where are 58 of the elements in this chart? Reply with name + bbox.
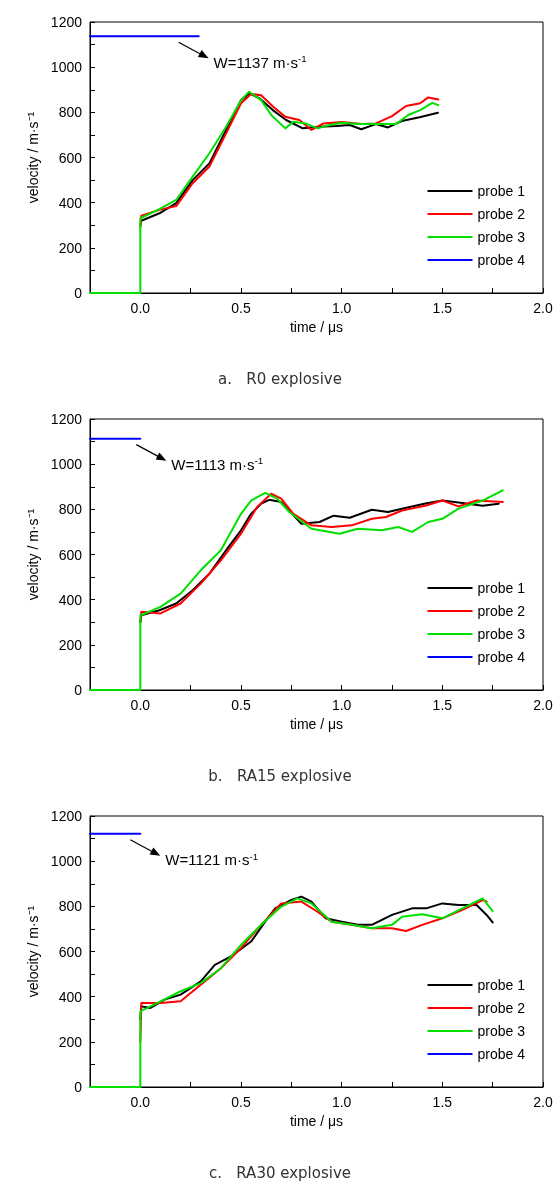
legend-label: probe 3 [477, 1023, 526, 1039]
x-tick-label: 2.0 [533, 697, 553, 713]
text: a. R0 explosive [218, 369, 342, 388]
x-tick-label: 1.0 [331, 697, 352, 713]
y-tick-label: 0 [74, 682, 83, 698]
x-tick-label: 1.5 [432, 1094, 453, 1110]
x-tick-label: 0.5 [231, 1094, 251, 1110]
y-axis-title: velocity / m·s⁻¹ [24, 905, 41, 998]
legend-label: probe 2 [477, 206, 526, 222]
legend-label: probe 3 [477, 229, 526, 245]
y-tick-label: 200 [58, 636, 83, 653]
x-tick-label: 0.5 [231, 697, 251, 713]
y-tick-label: 1200 [50, 808, 83, 824]
legend-label: probe 1 [477, 580, 526, 596]
x-tick-label: 2.0 [533, 1094, 553, 1110]
x-tick-label: 0.0 [130, 300, 151, 316]
x-axis-title: time / μs [289, 716, 344, 732]
y-tick-label: 400 [58, 988, 83, 1005]
y-axis-title: velocity / m·s⁻¹ [24, 508, 41, 601]
legend-label: probe 4 [477, 1046, 526, 1062]
line-series [89, 90, 440, 294]
y-tick-label: 600 [58, 943, 83, 960]
y-tick-label: 1200 [50, 14, 83, 30]
y-axis-title: velocity / m·s⁻¹ [24, 111, 41, 204]
y-tick-label: 1000 [50, 853, 83, 870]
y-tick-label: 0 [74, 1079, 83, 1095]
x-tick-label: 0.0 [130, 697, 151, 713]
y-tick-label: 800 [58, 898, 83, 915]
legend-label: probe 4 [477, 649, 526, 665]
x-tick-label: 2.0 [533, 300, 553, 316]
y-tick-label: 400 [58, 194, 83, 211]
legend-label: probe 1 [477, 183, 526, 199]
x-tick-label: 1.5 [432, 300, 453, 316]
x-axis-title: time / μs [289, 319, 344, 335]
y-tick-label: 400 [58, 591, 83, 608]
y-tick-label: 0 [74, 285, 83, 301]
y-tick-label: 1000 [50, 59, 83, 76]
y-tick-label: 1000 [50, 456, 83, 473]
legend-label: probe 1 [477, 977, 526, 993]
x-axis-title: time / μs [289, 1113, 344, 1129]
x-tick-label: 1.5 [432, 697, 453, 713]
legend-label: probe 4 [477, 252, 526, 268]
legend-label: probe 2 [477, 1000, 526, 1016]
text: b. RA15 explosive [208, 766, 352, 785]
x-tick-label: 1.0 [331, 300, 352, 316]
y-tick-label: 200 [58, 1033, 83, 1050]
y-tick-label: 600 [58, 149, 83, 166]
legend-label: probe 3 [477, 626, 526, 642]
x-tick-label: 0.0 [130, 1094, 151, 1110]
y-tick-label: 800 [58, 501, 83, 518]
y-tick-label: 200 [58, 239, 83, 256]
x-tick-label: 0.5 [231, 300, 251, 316]
y-tick-label: 600 [58, 546, 83, 563]
y-tick-label: 1200 [50, 411, 83, 427]
text: c. RA30 explosive [208, 1163, 352, 1182]
x-tick-label: 1.0 [331, 1094, 352, 1110]
legend-label: probe 2 [477, 603, 526, 619]
y-tick-label: 800 [58, 104, 83, 121]
